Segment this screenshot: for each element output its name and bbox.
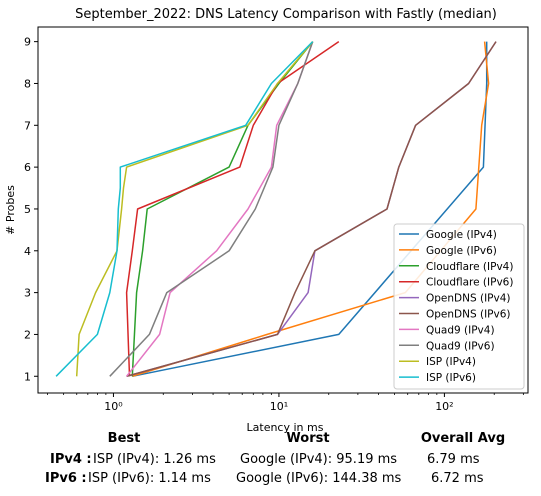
y-axis-label: # Probes bbox=[4, 185, 17, 235]
series-line-quad9-ipv6 bbox=[109, 41, 314, 377]
ipv6-worst: Google (IPv6): 144.38 ms bbox=[236, 471, 402, 486]
series-line-google-ipv6 bbox=[132, 41, 490, 378]
y-tick-label: 9 bbox=[24, 36, 31, 49]
ipv4-avg: 6.79 ms bbox=[427, 452, 480, 467]
legend-label: Cloudflare (IPv4) bbox=[426, 261, 513, 273]
x-tick-label: 10¹ bbox=[270, 400, 288, 413]
legend-label: Google (IPv4) bbox=[426, 229, 497, 241]
y-tick-label: 6 bbox=[24, 161, 31, 174]
y-tick-label: 4 bbox=[24, 245, 31, 258]
x-tick-label: 10⁰ bbox=[104, 400, 123, 413]
ipv4-row-label: IPv4 : bbox=[50, 452, 92, 467]
y-tick-label: 1 bbox=[24, 370, 31, 383]
y-tick-label: 8 bbox=[24, 77, 31, 90]
y-tick-label: 3 bbox=[24, 287, 31, 300]
series-lines bbox=[55, 40, 497, 378]
worst-header: Worst bbox=[286, 431, 330, 446]
ipv6-best: ISP (IPv6): 1.14 ms bbox=[88, 471, 211, 486]
series-line-isp-ipv4 bbox=[75, 41, 314, 377]
legend-label: ISP (IPv6) bbox=[426, 372, 476, 384]
x-axis-label: Latency in ms bbox=[247, 421, 324, 434]
ipv6-avg: 6.72 ms bbox=[431, 471, 484, 486]
overall-avg-header: Overall Avg bbox=[420, 431, 506, 446]
ipv6-row-label: IPv6 : bbox=[45, 471, 87, 486]
x-tick-label: 10² bbox=[435, 400, 453, 413]
series-line-cloudflare-ipv4 bbox=[131, 41, 314, 377]
y-tick-label: 7 bbox=[24, 119, 31, 132]
legend-box bbox=[393, 223, 525, 390]
axis-ticks: 1 2 3 4 5 6 7 8 9 10⁰ 10¹ 10² bbox=[24, 36, 524, 413]
chart-title: September_2022: DNS Latency Comparison w… bbox=[75, 7, 497, 22]
best-header: Best bbox=[107, 431, 141, 446]
legend-label: Quad9 (IPv4) bbox=[426, 324, 495, 336]
legend: Google (IPv4) Google (IPv6) Cloudflare (IP… bbox=[393, 223, 525, 390]
plot-area bbox=[37, 26, 529, 394]
ipv4-worst: Google (IPv4): 95.19 ms bbox=[240, 452, 398, 467]
series-line-opendns-ipv6 bbox=[126, 41, 497, 378]
legend-label: Cloudflare (IPv6) bbox=[426, 277, 513, 289]
series-line-isp-ipv6 bbox=[55, 41, 314, 377]
legend-label: OpenDNS (IPv4) bbox=[426, 293, 511, 305]
y-tick-label: 2 bbox=[24, 328, 31, 341]
series-line-cloudflare-ipv6 bbox=[125, 40, 340, 377]
legend-label: Quad9 (IPv6) bbox=[426, 340, 495, 352]
legend-label: Google (IPv6) bbox=[426, 245, 497, 257]
y-tick-label: 5 bbox=[24, 203, 31, 216]
legend-label: OpenDNS (IPv6) bbox=[426, 309, 511, 321]
summary-stats: Best Worst Overall Avg IPv4 : ISP (IPv4)… bbox=[0, 428, 541, 496]
series-line-quad9-ipv4 bbox=[126, 41, 314, 377]
ipv4-best: ISP (IPv4): 1.26 ms bbox=[93, 452, 216, 467]
legend-label: ISP (IPv4) bbox=[426, 356, 476, 368]
